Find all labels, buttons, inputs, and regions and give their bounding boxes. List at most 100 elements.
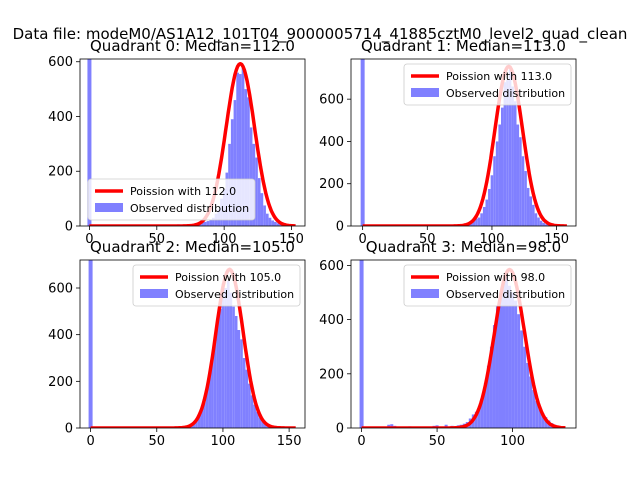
legend: Poission with 98.0 Observed distribution: [403, 264, 572, 307]
legend-label: Observed distribution: [446, 288, 565, 301]
x-tick-label: 50: [419, 232, 436, 247]
chart-panel-0: 0 50 100 150 0 200 400 600 Quadrant 0: Median=11…: [48, 37, 306, 247]
histogram-bar: [213, 341, 217, 428]
plot-area: [360, 59, 568, 226]
panels: 0 50 100 150 0 200 400 600 Quadrant 0: Median=11…: [48, 37, 577, 449]
figure-suptitle: Data file: modeM0/AS1A12_101T04_90000057…: [13, 25, 628, 44]
histogram-bar: [236, 72, 239, 226]
histogram-bar: [206, 221, 210, 226]
histogram-bar: [197, 415, 201, 428]
histogram-bar: [488, 189, 491, 226]
histogram-bar: [537, 217, 540, 226]
histogram-bar: [200, 409, 204, 428]
histogram-bar: [247, 97, 250, 226]
histogram-bar: [211, 358, 214, 428]
histogram-bar: [524, 171, 527, 226]
histogram-bar: [514, 300, 518, 428]
histogram-bar: [521, 156, 525, 226]
histogram-bar: [495, 141, 499, 226]
legend-label: Poission with 105.0: [175, 271, 281, 284]
histogram-bar: [255, 157, 258, 226]
histogram-bar: [529, 376, 533, 428]
histogram-bar: [544, 417, 548, 428]
histogram-bar: [501, 107, 504, 226]
histogram-bar: [520, 330, 524, 428]
histogram-bar: [516, 124, 520, 226]
histogram-bar: [495, 306, 499, 428]
histogram-bar: [542, 222, 545, 226]
histogram-bar: [475, 218, 478, 226]
poisson-curve: [89, 61, 296, 226]
legend-label: Poission with 112.0: [130, 185, 236, 198]
histogram-bar: [498, 292, 503, 428]
histogram-bar: [490, 175, 494, 226]
histogram-bar: [271, 220, 275, 226]
chart-panel-1: 0 50 100 150 0 200 400 600 Quadrant 1: Median=11…: [319, 37, 577, 247]
plot-area: [87, 59, 296, 226]
histogram-bar: [205, 388, 209, 428]
y-tick-label: 600: [48, 282, 73, 297]
histogram-bar: [532, 390, 536, 428]
x-tick-label: 0: [358, 232, 366, 247]
histogram-bar: [505, 276, 509, 428]
histogram-bar-zero: [87, 59, 92, 226]
histogram-bar: [253, 404, 257, 428]
histogram-bar: [541, 413, 545, 428]
histogram-bar: [195, 418, 198, 428]
y-tick-label: 400: [48, 110, 73, 125]
x-tick-label: 100: [211, 434, 236, 449]
histogram-bar: [261, 421, 264, 428]
x-tick-label: 0: [85, 232, 93, 247]
histogram-bar: [506, 80, 509, 226]
histogram-bar: [532, 204, 535, 226]
y-tick-label: 600: [48, 55, 73, 70]
histogram-bar: [230, 119, 234, 226]
histogram-bar: [486, 365, 490, 428]
histogram-bar: [256, 411, 259, 428]
legend: Poission with 113.0 Observed distribution: [403, 63, 572, 106]
histogram-bar: [232, 306, 235, 428]
x-tick-label: 0: [357, 434, 365, 449]
legend-box: [403, 264, 572, 307]
chart-panel-3: 0 50 100 0 200 400 600 Quadrant 3: Median=98.0 P…: [319, 238, 577, 449]
histogram-bar: [538, 407, 542, 428]
legend-label: Observed distribution: [446, 87, 565, 100]
y-tick-label: 600: [319, 259, 344, 274]
histogram-bar: [260, 193, 264, 226]
x-tick-label: 0: [86, 434, 94, 449]
y-tick-label: 200: [48, 375, 73, 390]
y-tick-label: 200: [319, 177, 344, 192]
histogram-bar: [519, 137, 522, 226]
histogram-bar: [237, 330, 241, 428]
histogram-bar: [485, 199, 489, 226]
histogram-bar: [502, 281, 506, 428]
plot-area: [359, 260, 566, 428]
legend-bar-swatch: [140, 289, 168, 298]
panel-title: Quadrant 3: Median=98.0: [366, 238, 561, 256]
histogram-bar: [523, 346, 527, 428]
histogram-bar: [229, 292, 233, 428]
y-tick-label: 600: [319, 93, 344, 108]
histogram-bar-zero: [360, 59, 365, 226]
histogram-bar: [245, 369, 249, 428]
histogram-bar: [209, 219, 213, 226]
histogram-bar: [249, 127, 253, 226]
histogram-bar: [474, 411, 478, 428]
x-tick-label: 100: [480, 232, 505, 247]
y-tick-label: 0: [65, 422, 73, 437]
panel-title: Quadrant 1: Median=113.0: [361, 37, 566, 55]
axes-frame: [350, 259, 577, 429]
legend-bar-swatch: [95, 203, 123, 212]
histogram-bar: [482, 206, 486, 226]
histogram-bar: [390, 424, 394, 428]
histogram-bar: [233, 100, 237, 226]
legend-label: Poission with 113.0: [446, 70, 552, 83]
legend-bar-swatch: [411, 289, 439, 298]
histogram-bar: [493, 156, 496, 226]
histogram-bar: [535, 400, 539, 428]
poisson-curve: [90, 267, 297, 428]
histogram-bar: [257, 178, 261, 226]
y-tick-label: 0: [336, 422, 344, 437]
histogram-bar: [268, 217, 272, 226]
